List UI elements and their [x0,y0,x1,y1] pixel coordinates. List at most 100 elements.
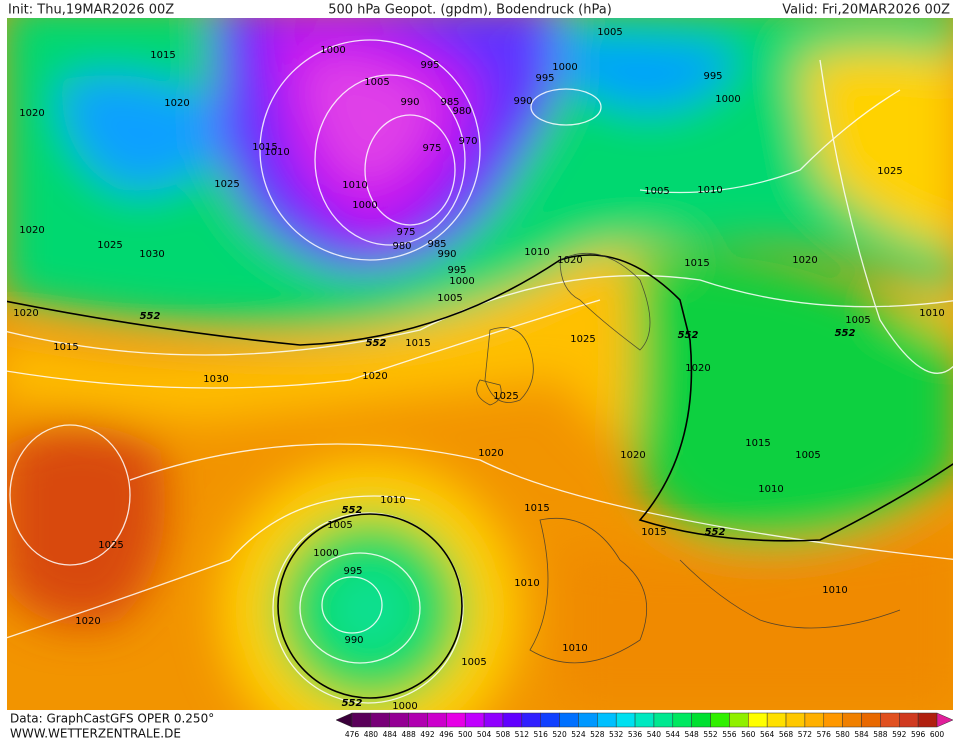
colorbar-swatch [691,712,711,728]
colorbar-swatch [917,712,938,728]
colorbar-arrow [936,712,954,728]
colorbar-swatch [597,712,617,728]
isobar-label: 985 [440,97,459,108]
colorbar-label: 496 [439,730,454,739]
colorbar-label: 564 [760,730,775,739]
isobar-label: 990 [344,635,363,646]
colorbar-label: 544 [666,730,681,739]
isobar-label: 1025 [97,240,122,251]
contour-552 [277,513,463,699]
colorbar-label: 552 [703,730,718,739]
isobar-label: 995 [535,73,554,84]
isobar-label: 1025 [98,540,123,551]
colorbar-swatch [653,712,674,728]
geopotential-label: 552 [342,505,363,516]
isobar-label: 1015 [252,142,277,153]
colorbar-label: 536 [628,730,643,739]
valid-time: Valid: Fri,20MAR2026 00Z [782,3,950,18]
isobar-label: 970 [458,136,477,147]
coastlines [476,253,901,664]
colorbar-swatch [823,712,843,728]
colorbar-swatch [710,712,730,728]
isobar-label: 1010 [524,247,549,258]
colorbar-label: 500 [458,730,473,739]
colorbar-label: 480 [364,730,379,739]
isobar-label: 980 [452,106,471,117]
colorbar-label: 596 [911,730,926,739]
isobar-label: 1020 [19,225,44,236]
isobar-label: 1030 [139,249,164,260]
colorbar-label: 484 [383,730,398,739]
colorbar-label: 504 [477,730,492,739]
isobar-label: 1020 [19,108,44,119]
colorbar-swatch [615,712,636,728]
geopotential-label: 552 [705,527,726,538]
colorbar-swatch [899,712,919,728]
colorbar-label: 488 [401,730,416,739]
data-source: Data: GraphCastGFS OPER 0.250° [10,712,214,726]
isobar-label: 1020 [620,450,645,461]
colorbar-swatch [389,712,409,728]
isobar-label: 1015 [405,338,430,349]
colorbar-label: 476 [345,730,360,739]
colorbar-swatch [672,712,692,728]
isobar-label: 1025 [877,166,902,177]
colorbar-swatch [483,712,504,728]
isobar-label: 1025 [214,179,239,190]
colorbar-label: 524 [571,730,586,739]
isobar-label: 1005 [461,657,486,668]
colorbar-swatch [370,712,390,728]
isobar-label: 1015 [150,50,175,61]
colorbar-label: 540 [647,730,662,739]
colorbar-label: 508 [496,730,511,739]
colorbar-swatch [729,712,749,728]
colorbar-swatch [502,712,523,728]
colorbar-swatch [880,712,900,728]
colorbar-swatch [804,712,825,728]
colorbar-label: 532 [609,730,624,739]
colorbar-label: 548 [685,730,700,739]
geopotential-label: 552 [835,328,856,339]
isobar-label: 1030 [203,374,228,385]
isobar-label: 1010 [380,495,405,506]
isobar-label: 975 [396,227,415,238]
isobar-label: 1025 [570,334,595,345]
init-time: Init: Thu,19MAR2026 00Z [8,3,174,18]
isobar-label: 1005 [597,27,622,38]
geopotential-label: 552 [342,698,363,709]
isobar-label: 1005 [364,77,389,88]
colorbar-label: 512 [515,730,530,739]
isobar-label: 1000 [352,200,377,211]
geopotential-label: 552 [140,311,161,322]
isobar-label: 1005 [437,293,462,304]
isobar-label: 995 [420,60,439,71]
isobar-label: 1015 [641,527,666,538]
isobar-label: 1020 [13,308,38,319]
isobar-label: 1020 [478,448,503,459]
contour-552 [7,254,953,542]
isobar-label: 975 [422,143,441,154]
colorbar-swatch [559,712,579,728]
isobar-label: 980 [392,241,411,252]
colorbar-swatch [748,712,768,728]
isobar-label: 1015 [524,503,549,514]
isobar-label: 990 [437,249,456,260]
colorbar-label: 492 [420,730,435,739]
colorbar-label: 520 [552,730,567,739]
isobar-label: 1010 [697,185,722,196]
geopotential-label: 552 [678,330,699,341]
isobar-label: 990 [400,97,419,108]
colorbar-swatch [408,712,428,728]
colorbar-label: 572 [798,730,813,739]
website: WWW.WETTERZENTRALE.DE [10,727,181,741]
colorbar-swatch [634,712,655,728]
isobar-label: 1000 [313,548,338,559]
colorbar-label: 584 [854,730,869,739]
colorbar-swatch [785,712,806,728]
colorbar-swatch [842,712,862,728]
isobar-label: 995 [343,566,362,577]
colorbar-label: 588 [873,730,888,739]
colorbar-swatch [540,712,560,728]
